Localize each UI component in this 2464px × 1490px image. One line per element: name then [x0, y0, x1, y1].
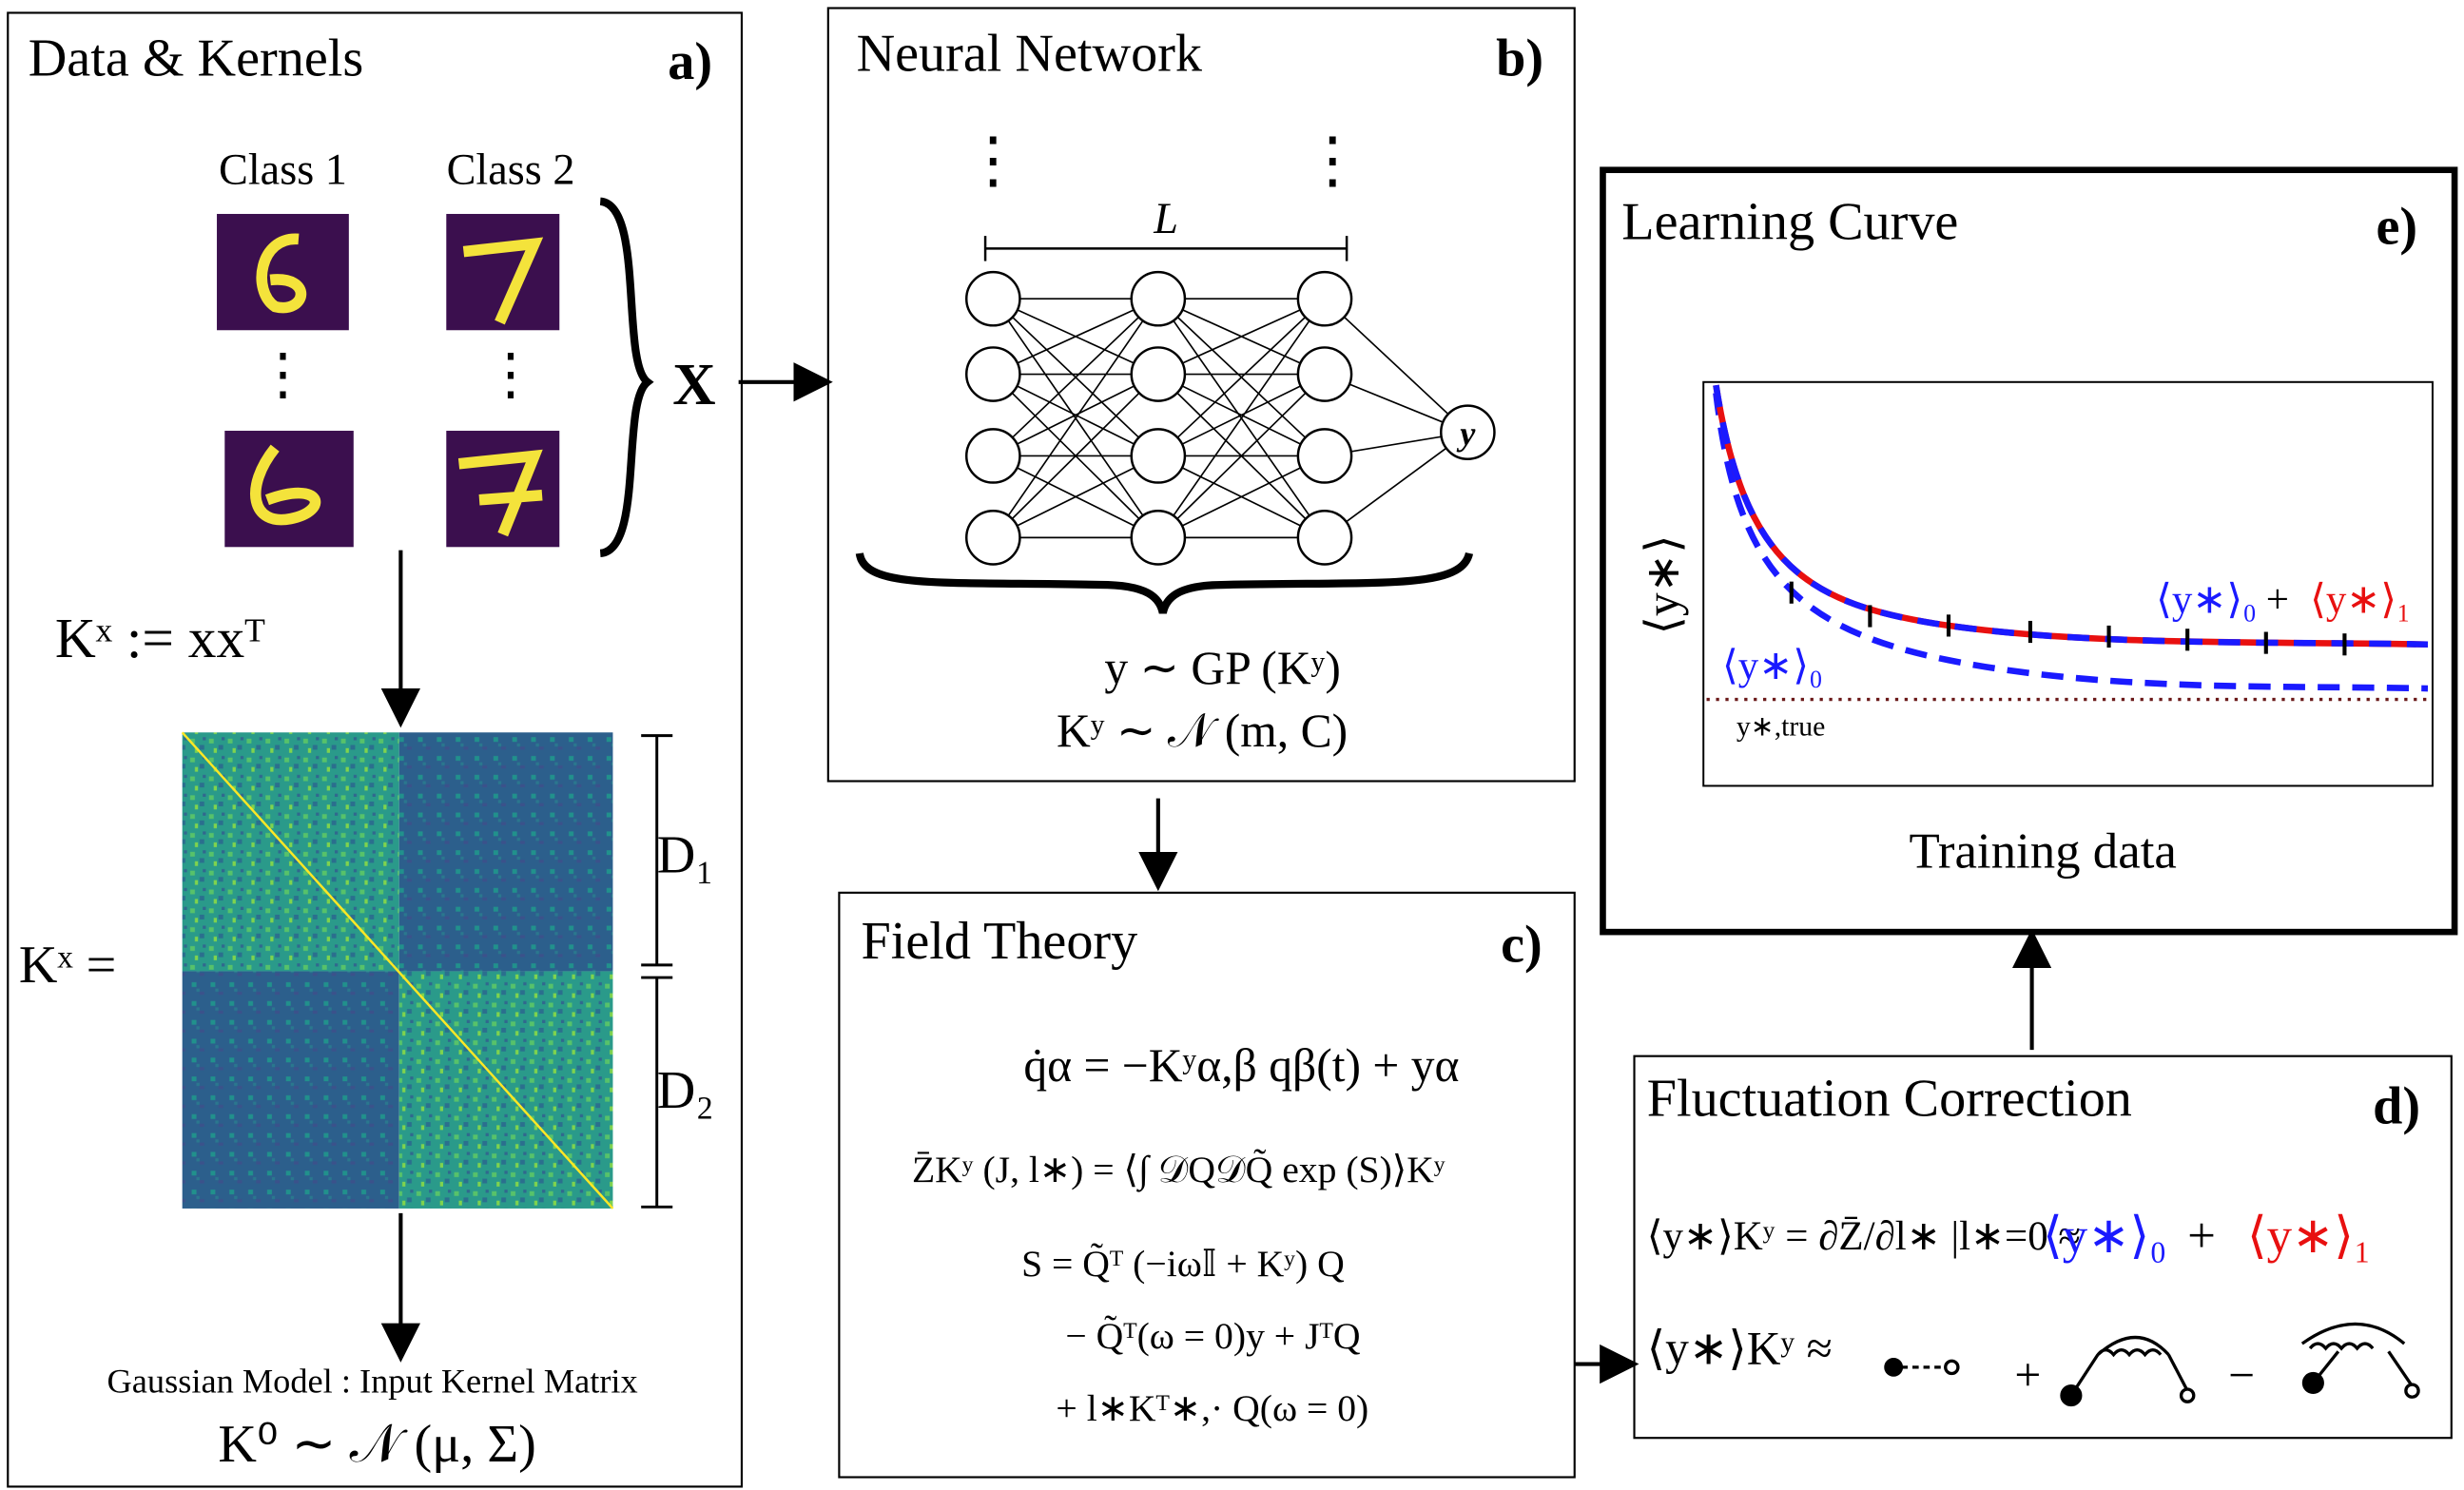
neuron	[1132, 511, 1185, 564]
svg-text:⋮: ⋮	[255, 342, 311, 405]
panel-title: Data & Kernels	[29, 29, 364, 88]
class-label: Class 1	[219, 146, 347, 195]
neuron	[966, 429, 1019, 482]
diagram-lhs: ⟨y∗⟩Kʸ ≈	[1647, 1323, 1833, 1375]
model: K⁰ ∼ 𝒩 (μ, Σ)	[218, 1415, 535, 1474]
curve-label: ⟨y∗⟩₀	[1722, 644, 1823, 688]
neuron	[1132, 429, 1185, 482]
baseline-label: y∗,true	[1736, 711, 1825, 743]
panel-label: d)	[2373, 1077, 2420, 1136]
panel-label: e)	[2376, 197, 2417, 256]
figure: Data & Kernels a) Class 1 Class 2 ⋮⋮ X K…	[0, 0, 2464, 1490]
neuron	[1132, 347, 1185, 400]
panel-label: c)	[1501, 916, 1542, 975]
input-label: X	[672, 351, 715, 417]
operator: −	[2228, 1349, 2255, 1402]
plus: +	[2187, 1209, 2216, 1264]
equation: + l∗Kᵀ∗,· Q(ω = 0)	[1056, 1387, 1368, 1429]
panel-title: Learning Curve	[1621, 192, 1958, 251]
kernel-matrix	[183, 732, 613, 1209]
panel-label: a)	[668, 32, 712, 91]
svg-text:⋮: ⋮	[482, 342, 538, 405]
class-label: Class 2	[447, 146, 575, 195]
kernel-lhs: Kˣ =	[19, 936, 117, 995]
term-one: ⟨y∗⟩₁	[2247, 1209, 2371, 1264]
neuron	[1298, 429, 1351, 482]
panel-c: Field Theory c) q̇α = −Kʸα,β qβ(t) + yα …	[839, 893, 1574, 1478]
block-brackets	[641, 736, 672, 1208]
term-zero: ⟨y∗⟩₀	[2043, 1209, 2166, 1264]
network	[966, 272, 1494, 564]
equation: ⟨y∗⟩Kʸ = ∂Z̄/∂l∗ |l∗=0 ≈	[1647, 1214, 2081, 1259]
feynman-diagrams	[1886, 1324, 2418, 1404]
equation: Z̄Kʸ (J, l∗) = ⟨∫ 𝒟Q𝒟Q̃ exp (S)⟩Kʸ	[912, 1149, 1445, 1192]
neuron	[966, 347, 1019, 400]
panel-title: Neural Network	[857, 25, 1203, 84]
y-axis-label: ⟨y∗⟩	[1637, 534, 1689, 634]
panel-d: Fluctuation Correction d) ⟨y∗⟩Kʸ = ∂Z̄/∂…	[1635, 1056, 2452, 1439]
model-caption: Gaussian Model : Input Kernel Matrix	[107, 1362, 638, 1400]
block-label: D₁	[657, 825, 714, 884]
svg-text:⋮: ⋮	[961, 126, 1024, 195]
curve-label: ⟨y∗⟩₀	[2156, 578, 2257, 623]
neuron	[1298, 272, 1351, 325]
output-label: y	[1456, 415, 1476, 453]
x-axis-label: Training data	[1909, 823, 2176, 879]
curve-label: +	[2266, 578, 2289, 623]
panel-a: Data & Kernels a) Class 1 Class 2 ⋮⋮ X K…	[8, 12, 742, 1486]
neuron	[1132, 272, 1185, 325]
neuron	[1298, 511, 1351, 564]
panel-title: Fluctuation Correction	[1647, 1069, 2132, 1128]
neuron	[1298, 347, 1351, 400]
svg-text:⋮: ⋮	[1301, 126, 1364, 195]
neuron	[966, 511, 1019, 564]
kernel-prior: Kʸ ∼ 𝒩 (m, C)	[1057, 705, 1348, 757]
panel-b: Neural Network b) ⋮ ⋮ L y ∼ GP (Kʸ) Kʸ ∼ …	[828, 9, 1575, 782]
panel-title: Field Theory	[862, 912, 1138, 971]
equation: − Q̃ᵀ(ω = 0)y + JᵀQ	[1065, 1315, 1360, 1357]
panel-e: Learning Curve e) ⟨y∗⟩ Training data ⟨y∗…	[1602, 170, 2454, 932]
digit-images: ⋮⋮	[217, 214, 559, 547]
brace	[600, 202, 648, 553]
equation: S = Q̃ᵀ (−iω𝕀 + Kʸ) Q	[1021, 1243, 1345, 1285]
block-label: D₂	[657, 1061, 714, 1120]
curve-label: ⟨y∗⟩₁	[2310, 578, 2411, 623]
depth-label: L	[1153, 195, 1178, 243]
panel-frame	[1602, 170, 2454, 932]
prior: y ∼ GP (Kʸ)	[1104, 642, 1341, 694]
operator: +	[2014, 1349, 2041, 1402]
neuron	[966, 272, 1019, 325]
equation: q̇α = −Kʸα,β qβ(t) + yα	[1023, 1039, 1459, 1092]
panel-label: b)	[1496, 29, 1543, 88]
kernel-def: Kˣ := xxᵀ	[55, 607, 265, 669]
